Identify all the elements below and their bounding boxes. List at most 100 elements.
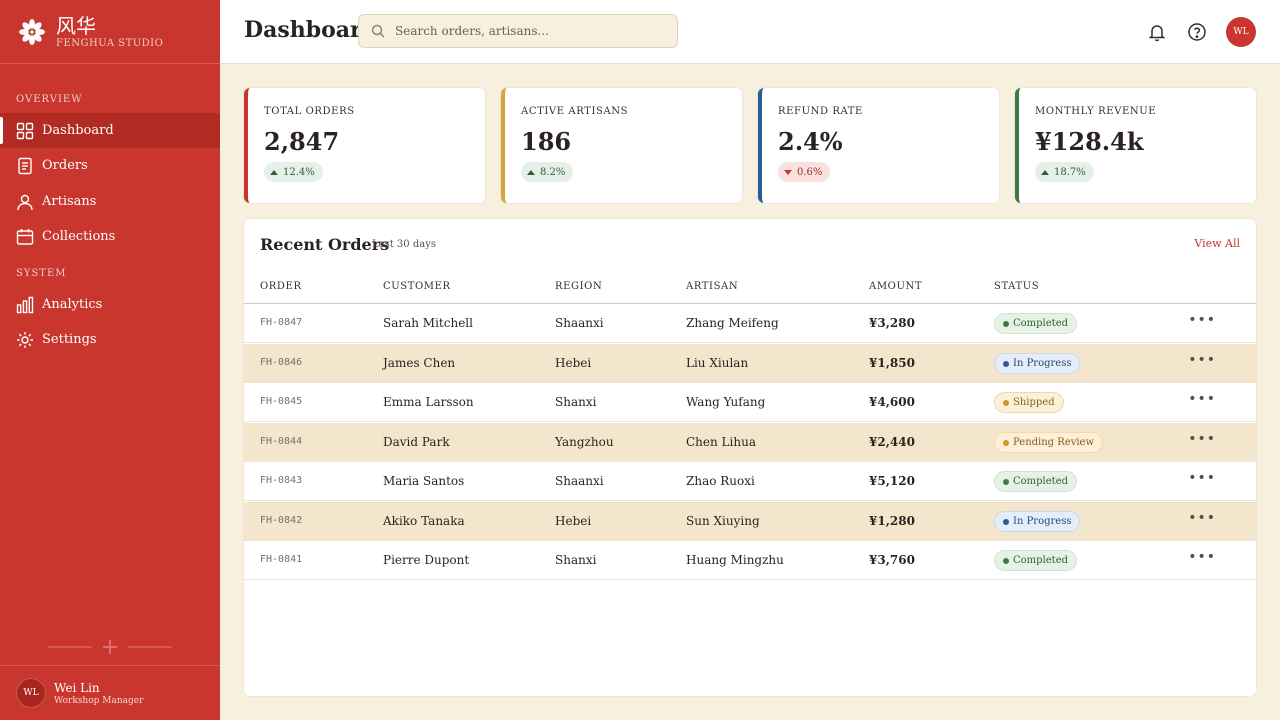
sidebar-item-label: Analytics xyxy=(42,297,103,312)
calendar-icon xyxy=(16,228,34,245)
sidebar-item-collections[interactable]: Collections xyxy=(0,219,220,254)
artisan-name: Zhang Meifeng xyxy=(686,316,779,330)
sidebar-item-label: Collections xyxy=(42,229,116,244)
header-avatar[interactable]: WL xyxy=(1226,17,1256,47)
sidebar-item-artisans[interactable]: Artisans xyxy=(0,184,220,219)
artisan-name: Chen Lihua xyxy=(686,435,756,449)
header-divider xyxy=(244,303,1256,304)
arrow-up-icon xyxy=(270,169,278,175)
stat-label: TOTAL ORDERS xyxy=(264,106,355,117)
table-row[interactable]: FH-0844 David Park Yangzhou Chen Lihua ¥… xyxy=(244,423,1256,462)
user-name: Wei Lin xyxy=(54,680,100,695)
sidebar-item-label: Settings xyxy=(42,332,97,347)
top-header: Dashboard WL xyxy=(220,0,1280,64)
status-badge: Completed xyxy=(994,471,1078,492)
status-badge: Completed xyxy=(994,313,1078,334)
column-header-status[interactable]: STATUS xyxy=(994,281,1040,292)
brand: 风华 FENGHUA STUDIO xyxy=(0,0,220,64)
search-icon xyxy=(371,24,385,38)
more-options-icon[interactable]: ••• xyxy=(1188,391,1216,407)
brand-subtitle: FENGHUA STUDIO xyxy=(56,37,164,49)
region: Hebei xyxy=(555,356,592,370)
amount: ¥3,760 xyxy=(869,553,915,567)
amount: ¥3,280 xyxy=(869,316,915,330)
sidebar-item-settings[interactable]: Settings xyxy=(0,322,220,357)
help-icon[interactable] xyxy=(1187,22,1207,42)
amount: ¥1,850 xyxy=(869,356,915,370)
user-profile[interactable]: WL Wei Lin Workshop Manager xyxy=(0,665,220,720)
artisan-name: Liu Xiulan xyxy=(686,356,749,370)
stat-value: 186 xyxy=(521,127,572,156)
grid-icon xyxy=(16,122,34,139)
sidebar-item-label: Artisans xyxy=(42,194,97,209)
panel-subtitle: Last 30 days xyxy=(372,239,436,250)
column-header-region[interactable]: REGION xyxy=(555,281,603,292)
table-row[interactable]: FH-0842 Akiko Tanaka Hebei Sun Xiuying ¥… xyxy=(244,502,1256,541)
column-header-customer[interactable]: CUSTOMER xyxy=(383,281,451,292)
panel-title: Recent Orders xyxy=(260,235,390,254)
sidebar-item-label: Dashboard xyxy=(42,123,114,138)
region: Shaanxi xyxy=(555,474,604,488)
stat-label: REFUND RATE xyxy=(778,106,863,117)
stat-card-monthly-revenue: MONTHLY REVENUE ¥128.4k 18.7% xyxy=(1015,88,1256,203)
search-input[interactable] xyxy=(395,24,655,38)
region: Hebei xyxy=(555,514,592,528)
amount: ¥2,440 xyxy=(869,435,915,449)
trend-value: 0.6% xyxy=(797,166,823,178)
customer-name: Pierre Dupont xyxy=(383,553,470,567)
user-role: Workshop Manager xyxy=(54,695,144,706)
column-header-artisan[interactable]: ARTISAN xyxy=(686,281,739,292)
search-box[interactable] xyxy=(358,14,678,48)
more-options-icon[interactable]: ••• xyxy=(1188,510,1216,526)
customer-name: Emma Larsson xyxy=(383,395,474,409)
artisan-name: Huang Mingzhu xyxy=(686,553,784,567)
brand-name: 风华 xyxy=(56,13,96,38)
more-options-icon[interactable]: ••• xyxy=(1188,549,1216,565)
amount: ¥4,600 xyxy=(869,395,915,409)
view-all-link[interactable]: View All xyxy=(1194,237,1240,250)
status-badge: Shipped xyxy=(994,392,1064,413)
order-id: FH-0847 xyxy=(260,317,303,328)
table-row[interactable]: FH-0846 James Chen Hebei Liu Xiulan ¥1,8… xyxy=(244,344,1256,383)
trend-badge: 8.2% xyxy=(521,162,574,182)
sidebar-item-orders[interactable]: Orders xyxy=(0,148,220,183)
nav-section-system: SYSTEM xyxy=(16,268,67,279)
bell-icon[interactable] xyxy=(1147,22,1167,42)
customer-name: David Park xyxy=(383,435,450,449)
order-id: FH-0841 xyxy=(260,554,303,565)
divider-ornament xyxy=(48,640,172,654)
recent-orders-panel: Recent Orders Last 30 days View All ORDE… xyxy=(244,219,1256,696)
page-title: Dashboard xyxy=(244,17,377,43)
stat-label: MONTHLY REVENUE xyxy=(1035,106,1157,117)
trend-badge: 0.6% xyxy=(778,162,831,182)
sidebar: 风华 FENGHUA STUDIO OVERVIEW Dashboard Ord… xyxy=(0,0,220,720)
arrow-up-icon xyxy=(1041,169,1049,175)
column-header-order[interactable]: ORDER xyxy=(260,281,302,292)
table-row[interactable]: FH-0841 Pierre Dupont Shanxi Huang Mingz… xyxy=(244,541,1256,580)
stat-label: ACTIVE ARTISANS xyxy=(521,106,629,117)
more-options-icon[interactable]: ••• xyxy=(1188,312,1216,328)
table-row[interactable]: FH-0845 Emma Larsson Shanxi Wang Yufang … xyxy=(244,383,1256,422)
more-options-icon[interactable]: ••• xyxy=(1188,352,1216,368)
region: Yangzhou xyxy=(555,435,614,449)
trend-value: 12.4% xyxy=(283,166,315,178)
status-badge: In Progress xyxy=(994,511,1081,532)
arrow-up-icon xyxy=(527,169,535,175)
column-header-amount[interactable]: AMOUNT xyxy=(869,281,923,292)
table-row[interactable]: FH-0843 Maria Santos Shaanxi Zhao Ruoxi … xyxy=(244,462,1256,501)
stat-card-active-artisans: ACTIVE ARTISANS 186 8.2% xyxy=(501,88,742,203)
customer-name: Maria Santos xyxy=(383,474,465,488)
trend-badge: 18.7% xyxy=(1035,162,1094,182)
trend-badge: 12.4% xyxy=(264,162,323,182)
status-badge: Completed xyxy=(994,550,1078,571)
order-id: FH-0845 xyxy=(260,396,303,407)
table-row[interactable]: FH-0847 Sarah Mitchell Shaanxi Zhang Mei… xyxy=(244,304,1256,343)
stat-value: ¥128.4k xyxy=(1035,127,1144,156)
bar-chart-icon xyxy=(16,296,34,313)
sidebar-item-dashboard[interactable]: Dashboard xyxy=(0,113,220,148)
trend-value: 18.7% xyxy=(1054,166,1086,178)
sidebar-item-analytics[interactable]: Analytics xyxy=(0,287,220,322)
more-options-icon[interactable]: ••• xyxy=(1188,470,1216,486)
more-options-icon[interactable]: ••• xyxy=(1188,431,1216,447)
customer-name: James Chen xyxy=(383,356,456,370)
